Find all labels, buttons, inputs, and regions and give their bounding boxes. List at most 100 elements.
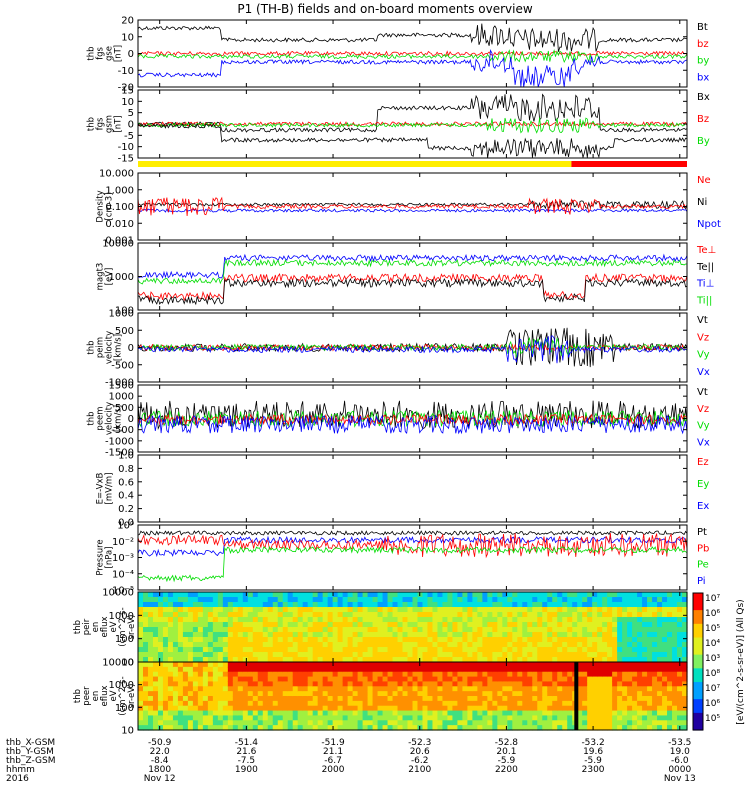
spectrogram-cell [657,632,663,638]
spectrogram-cell [312,700,319,707]
spectrogram-cell [537,612,543,618]
spectrogram-cell [677,597,683,603]
spectrogram-cell [522,617,528,623]
spectrogram-cell [297,657,304,663]
spectrogram-cell [247,592,254,598]
spectrogram-cell [287,592,294,598]
ylabel-line: velocity [105,402,115,435]
spectrogram-cell [507,607,513,613]
spectrogram-cell [202,700,209,707]
spectrogram-cell [197,622,204,628]
spectrogram-cell [647,681,653,687]
spectrogram-cell [682,597,688,603]
spectrogram-cell [587,617,593,623]
spectrogram-cell [502,602,508,608]
spectrogram-cell [237,720,244,726]
spectrogram-cell [222,681,229,687]
spectrogram-cell [352,657,359,663]
spectrogram-cell [642,652,648,658]
spectrogram-cell [497,662,503,668]
spectrogram-cell [617,671,623,678]
spectrogram-cell [437,725,444,731]
spectrogram-cell [187,662,194,668]
spectrogram-cell [202,642,209,648]
spectrogram-cell [317,686,324,692]
ylabel-line: thb [87,411,97,425]
spectrogram-cell [582,725,588,731]
spectrogram-cell [457,715,464,721]
spectrogram-cell [622,666,628,673]
spectrogram-cell [227,710,234,717]
spectrogram-cell [487,607,493,613]
spectrogram-cell [407,700,414,707]
spectrogram-cell [612,700,618,707]
spectrogram-cell [682,632,688,638]
spectrogram-cell [527,647,533,653]
spectrogram-cell [217,627,224,633]
spectrogram-cell [202,691,209,697]
spectrogram-cell [562,637,568,643]
spectrogram-cell [662,622,668,628]
spectrogram-cell [172,705,179,712]
spectrogram-cell [672,652,678,658]
spectrogram-cell [252,671,259,678]
spectrogram-cell [327,597,334,603]
spectrogram-cell [667,666,673,673]
spectrogram-cell [432,691,439,697]
spectrogram-cell [337,597,344,603]
spectrogram-cell [512,715,518,721]
spectrogram-cell [397,691,404,697]
spectrogram-cell [617,597,623,603]
spectrogram-cell [147,715,154,721]
spectrogram-cell [267,710,274,717]
spectrogram-cell [527,652,533,658]
spectrogram-cell [242,642,249,648]
spectrogram-cell [567,715,573,721]
spectrogram-cell [622,700,628,707]
spectrogram-cell [437,627,444,633]
spectrogram-cell [297,652,304,658]
spectrogram-cell [138,715,144,721]
spectrogram-cell [642,617,648,623]
spectrogram-cell [317,666,324,673]
spectrogram-cell [312,592,319,598]
spectrogram-cell [312,666,319,673]
spectrogram-cell [407,715,414,721]
spectrogram-cell [502,676,508,683]
spectrogram-cell [332,676,339,683]
spectrogram-cell [412,637,419,643]
spectrogram-cell [672,696,678,702]
spectrogram-cell [582,671,588,678]
spectrogram-cell [672,657,678,663]
spectrogram-cell [582,612,588,618]
spectrogram-cell [377,602,384,608]
spectrogram-cell [177,681,184,687]
spectrogram-cell [442,700,449,707]
spectrogram-cell [267,602,274,608]
spectrogram-cell [372,592,379,598]
spectrogram-cell [557,652,563,658]
spectrogram-cell [547,602,553,608]
spectrogram-cell [377,705,384,712]
spectrogram-cell [472,592,478,598]
spectrogram-cell [227,662,234,668]
spectrogram-cell [372,686,379,692]
spectrogram-cell [152,662,159,668]
spectrogram-cell [237,705,244,712]
spectrogram-cell [447,662,454,668]
spectrogram-cell [332,662,339,668]
spectrogram-cell [507,647,513,653]
spectrogram-cell [517,725,523,731]
spectrogram-cell [457,622,464,628]
spectrogram-cell [457,642,464,648]
spectrogram-cell [382,720,389,726]
spectrogram-cell [512,657,518,663]
spectrogram-cell [667,627,673,633]
spectrogram-cell [337,725,344,731]
spectrogram-cell [172,592,179,598]
spectrogram-cell [537,725,543,731]
spectrogram-cell [497,666,503,673]
spectrogram-cell [672,715,678,721]
spectrogram-cell [662,592,668,598]
spectrogram-cell [317,725,324,731]
